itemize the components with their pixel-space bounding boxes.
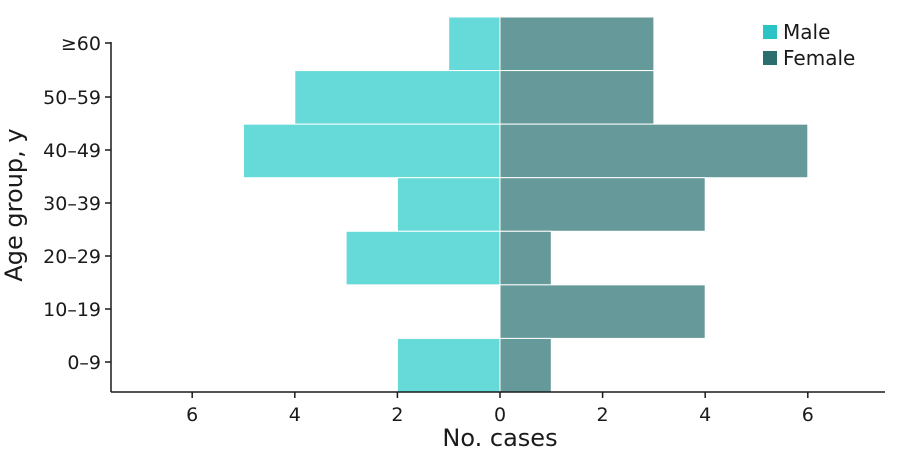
y-tick-label: 20–29: [43, 246, 101, 268]
x-tick-label: 4: [699, 404, 711, 426]
legend-label-male: Male: [783, 20, 830, 44]
bars-group: [243, 16, 809, 393]
bar-male-2: [243, 123, 501, 179]
x-axis-title: No. cases: [442, 424, 557, 452]
bar-male-0: [448, 16, 501, 72]
x-tick-label: 2: [391, 404, 403, 426]
y-axis-title: Age group, y: [0, 128, 28, 281]
legend-label-female: Female: [783, 46, 855, 70]
y-tick-label: 40–49: [43, 140, 101, 162]
y-tick-label: 10–19: [43, 299, 101, 321]
y-ticks-group: ≥60 50–59 40–49 30–39 20–29 10–19 0–9: [43, 33, 111, 374]
bar-female-0: [499, 16, 655, 72]
bar-male-4: [345, 230, 501, 286]
bar-male-6: [396, 337, 501, 393]
y-tick-label: 0–9: [67, 352, 101, 374]
y-tick-label: 30–39: [43, 193, 101, 215]
bar-male-3: [396, 177, 501, 232]
bar-female-4: [499, 230, 552, 286]
bar-male-1: [294, 70, 501, 125]
x-tick-label: 6: [802, 404, 814, 426]
x-ticks-group: 6 4 2 0 2 4 6: [186, 392, 814, 426]
bar-female-3: [499, 177, 706, 232]
bar-female-5: [499, 284, 706, 339]
bar-female-6: [499, 337, 552, 393]
x-tick-label: 2: [597, 404, 609, 426]
legend: Male Female: [763, 20, 855, 70]
x-tick-label: 4: [289, 404, 301, 426]
x-tick-label: 0: [494, 404, 506, 426]
x-tick-label: 6: [186, 404, 198, 426]
bar-female-1: [499, 70, 655, 125]
bar-female-2: [499, 123, 809, 179]
y-tick-label: 50–59: [43, 87, 101, 109]
y-tick-label: ≥60: [61, 33, 101, 55]
legend-swatch-female: [763, 51, 777, 65]
legend-swatch-male: [763, 25, 777, 39]
